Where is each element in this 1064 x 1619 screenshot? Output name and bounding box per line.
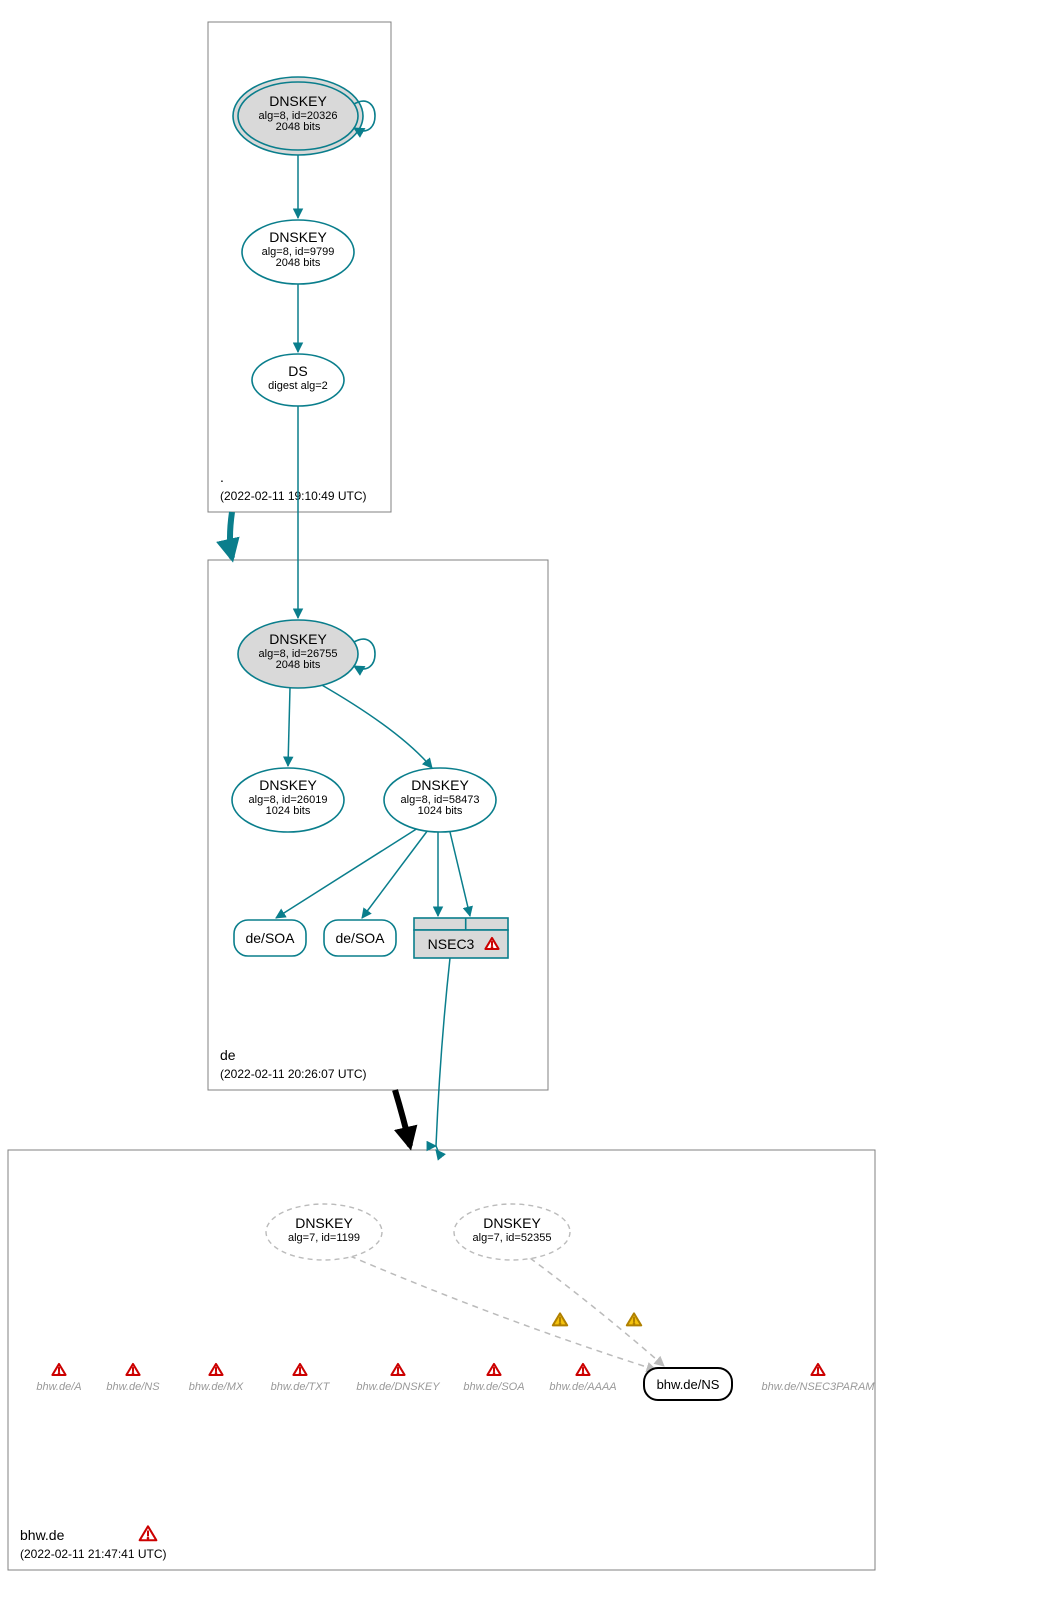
svg-text:DNSKEY: DNSKEY	[411, 777, 469, 793]
svg-text:DNSKEY: DNSKEY	[483, 1215, 541, 1231]
svg-text:bhw.de/NS: bhw.de/NS	[106, 1381, 160, 1393]
svg-text:bhw.de/NSEC3PARAM: bhw.de/NSEC3PARAM	[762, 1381, 876, 1393]
svg-text:DS: DS	[288, 363, 307, 379]
node-bhw_k2: DNSKEYalg=7, id=52355	[454, 1204, 570, 1260]
svg-text:DNSKEY: DNSKEY	[259, 777, 317, 793]
svg-text:DNSKEY: DNSKEY	[295, 1215, 353, 1231]
node-root_zsk: DNSKEYalg=8, id=97992048 bits	[242, 220, 354, 284]
svg-text:DNSKEY: DNSKEY	[269, 229, 327, 245]
zone-bhw: bhw.de (2022-02-11 21:47:41 UTC)	[8, 1150, 875, 1570]
svg-text:2048 bits: 2048 bits	[276, 257, 321, 269]
record-bhw-de-DNSKEY: bhw.de/DNSKEY	[356, 1364, 440, 1393]
node-de_soa2: de/SOA	[324, 920, 396, 956]
record-bhw-de-NSEC3PARAM: bhw.de/NSEC3PARAM	[762, 1364, 876, 1393]
record-warning-icon	[52, 1364, 65, 1375]
zone-warning-icon	[140, 1526, 157, 1540]
svg-text:de/SOA: de/SOA	[245, 930, 295, 946]
node-de_soa1: de/SOA	[234, 920, 306, 956]
node-root_ksk: DNSKEYalg=8, id=203262048 bits	[233, 77, 375, 155]
svg-text:NSEC3: NSEC3	[428, 936, 475, 952]
record-bhw-de-A: bhw.de/A	[36, 1364, 81, 1393]
dashed-edge	[350, 1256, 656, 1370]
record-bhw-de-MX: bhw.de/MX	[189, 1364, 244, 1393]
svg-text:bhw.de/NS: bhw.de/NS	[657, 1377, 720, 1392]
svg-text:de: de	[220, 1047, 236, 1063]
svg-text:bhw.de/MX: bhw.de/MX	[189, 1381, 244, 1393]
node-bhw_k1: DNSKEYalg=7, id=1199	[266, 1204, 382, 1260]
svg-text:alg=7, id=52355: alg=7, id=52355	[473, 1232, 552, 1244]
record-warning-icon	[811, 1364, 824, 1375]
svg-text:(2022-02-11 21:47:41 UTC): (2022-02-11 21:47:41 UTC)	[20, 1547, 167, 1561]
record-bhw-de-SOA: bhw.de/SOA	[463, 1364, 524, 1393]
svg-text:2048 bits: 2048 bits	[276, 121, 321, 133]
node-root_ds: DSdigest alg=2	[252, 354, 344, 406]
record-warning-icon	[126, 1364, 139, 1375]
edge	[288, 688, 290, 766]
edge	[436, 1146, 438, 1152]
svg-text:1024 bits: 1024 bits	[418, 805, 463, 817]
edge	[450, 832, 470, 916]
svg-text:(2022-02-11 19:10:49 UTC): (2022-02-11 19:10:49 UTC)	[220, 489, 367, 503]
node-de_zsk2: DNSKEYalg=8, id=584731024 bits	[384, 768, 496, 832]
svg-text:2048 bits: 2048 bits	[276, 659, 321, 671]
record-bhw-de-TXT: bhw.de/TXT	[271, 1364, 331, 1393]
edge	[436, 958, 450, 1146]
zone-arrow	[395, 1090, 410, 1146]
node-de_zsk1: DNSKEYalg=8, id=260191024 bits	[232, 768, 344, 832]
node-de_nsec3: NSEC3	[414, 918, 508, 958]
yellow-warning-icon	[553, 1313, 567, 1325]
svg-text:(2022-02-11 20:26:07 UTC): (2022-02-11 20:26:07 UTC)	[220, 1067, 367, 1081]
svg-text:DNSKEY: DNSKEY	[269, 631, 327, 647]
edge	[276, 828, 418, 918]
svg-text:alg=7, id=1199: alg=7, id=1199	[288, 1232, 360, 1244]
svg-text:bhw.de/SOA: bhw.de/SOA	[463, 1381, 524, 1393]
node-de_ksk: DNSKEYalg=8, id=267552048 bits	[238, 620, 375, 688]
svg-text:bhw.de/AAAA: bhw.de/AAAA	[549, 1381, 616, 1393]
edge	[320, 684, 432, 768]
svg-text:DNSKEY: DNSKEY	[269, 93, 327, 109]
svg-text:bhw.de/A: bhw.de/A	[36, 1381, 81, 1393]
svg-text:1024 bits: 1024 bits	[266, 805, 311, 817]
svg-text:de/SOA: de/SOA	[335, 930, 385, 946]
record-warning-icon	[487, 1364, 500, 1375]
record-warning-icon	[293, 1364, 306, 1375]
yellow-warning-icon	[627, 1313, 641, 1325]
record-bhw-de-NS: bhw.de/NS	[106, 1364, 160, 1393]
svg-text:.: .	[220, 469, 224, 485]
svg-text:bhw.de/TXT: bhw.de/TXT	[271, 1381, 331, 1393]
svg-text:bhw.de: bhw.de	[20, 1527, 65, 1543]
zone-arrow	[230, 512, 232, 558]
record-warning-icon	[576, 1364, 589, 1375]
svg-text:bhw.de/DNSKEY: bhw.de/DNSKEY	[356, 1381, 440, 1393]
svg-text:digest alg=2: digest alg=2	[268, 380, 328, 392]
record-bhw-de-AAAA: bhw.de/AAAA	[549, 1364, 616, 1393]
record-warning-icon	[391, 1364, 404, 1375]
record-warning-icon	[209, 1364, 222, 1375]
node-bhw_ns_real: bhw.de/NS	[644, 1368, 732, 1400]
